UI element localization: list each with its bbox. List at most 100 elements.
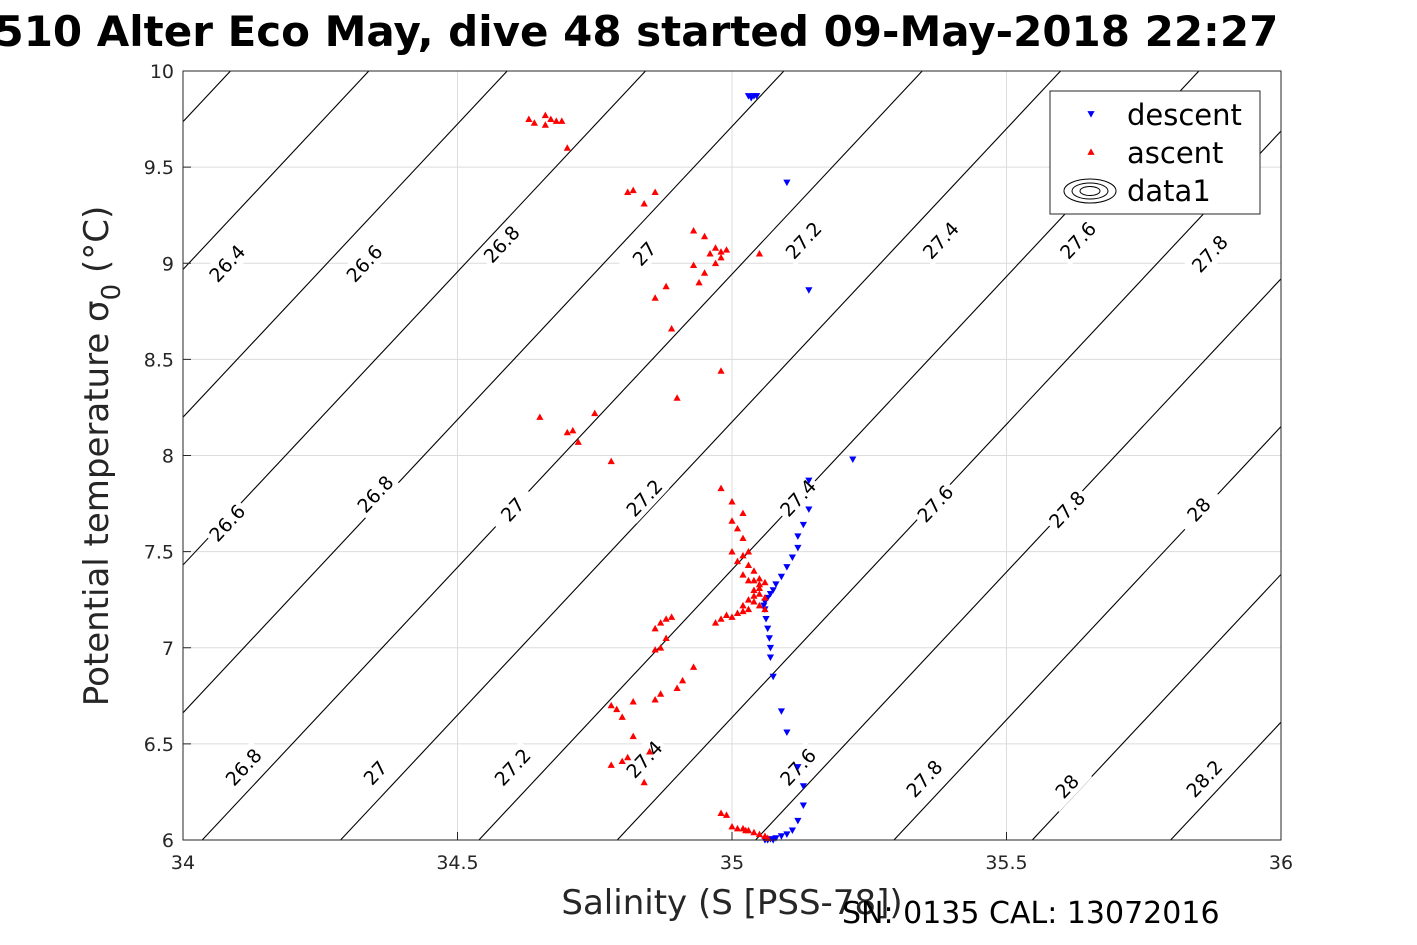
ascent-marker	[662, 615, 670, 622]
ascent-marker	[739, 607, 747, 615]
ascent-marker	[755, 580, 764, 588]
isopycnal-line	[1309, 71, 1417, 840]
axes: 34 34.5 35 35.5 36 6 6.5 7 7.5 8 8.5 9 9.5 10	[144, 61, 1293, 874]
ascent-marker	[673, 394, 681, 401]
legend-box	[1049, 90, 1261, 215]
ascent-marker	[640, 778, 648, 786]
descent-marker	[762, 616, 770, 623]
descent-marker	[799, 521, 807, 529]
descent-marker	[769, 673, 777, 681]
descent-marker	[783, 179, 791, 187]
ascent-marker	[739, 534, 747, 542]
contour-label-bg	[1052, 214, 1104, 266]
ascent-marker	[700, 269, 709, 276]
ascent-marker	[717, 615, 725, 622]
legend: descent ascent data1	[1049, 90, 1261, 215]
ascent-marker	[558, 117, 566, 124]
contour-label-bg	[487, 741, 538, 793]
ascent-marker	[668, 325, 676, 332]
ascent-marker	[530, 119, 538, 126]
ascent-marker	[563, 428, 571, 436]
contour-label-bg	[1041, 483, 1093, 536]
legend-contour-icon	[1063, 178, 1117, 204]
ascent-marker	[678, 676, 687, 684]
y-tick-label: 6.5	[144, 734, 174, 756]
ascent-marker	[761, 594, 769, 601]
contour-label-bg	[487, 483, 538, 536]
ascent-marker	[728, 498, 736, 505]
ascent-marker	[750, 586, 758, 593]
ascent-marker	[728, 517, 736, 524]
descent-marker	[794, 764, 802, 771]
ascent-marker	[651, 294, 659, 301]
contour-label-bg	[1178, 752, 1230, 805]
ascent-marker	[750, 828, 758, 836]
descent-marker	[766, 591, 775, 598]
isopycnal-line	[340, 71, 1061, 840]
ascent-marker	[629, 732, 637, 740]
ascent-marker	[662, 634, 670, 642]
ascent-marker	[722, 611, 731, 618]
ascent-marker	[618, 713, 626, 720]
ascent-marker	[711, 619, 720, 626]
ascent-marker	[651, 188, 659, 195]
ascent-marker	[706, 250, 714, 257]
descent-marker	[783, 729, 791, 736]
contour-label-bg	[476, 218, 527, 270]
y-tick-label: 7	[162, 638, 174, 660]
contour-label-bg	[349, 746, 401, 799]
x-tick-label: 35	[720, 852, 744, 874]
ascent-marker	[657, 644, 665, 651]
ascent-marker	[733, 824, 742, 832]
isopycnal-line	[183, 71, 508, 419]
ascent-marker	[629, 697, 637, 705]
contour-label: 27.8	[1041, 483, 1093, 536]
descent-marker	[783, 831, 791, 838]
isopycnal-line	[893, 425, 1281, 840]
ascent-marker	[673, 684, 681, 692]
ascent-marker	[569, 426, 577, 434]
ascent-marker	[755, 601, 764, 609]
descent-marker	[766, 644, 775, 652]
ascent-marker	[717, 484, 725, 492]
isopycnal-line	[183, 71, 785, 714]
ascent-marker	[689, 663, 698, 670]
ascent-marker	[541, 111, 549, 119]
legend-contour-icon	[1079, 186, 1101, 196]
contour-label-bg	[201, 237, 253, 289]
chart-title: G510 Alter Eco May, dive 48 started 09-M…	[0, 7, 1279, 56]
ascent-marker	[662, 282, 670, 290]
ascent-marker	[744, 576, 753, 584]
ascent-marker	[629, 186, 637, 194]
ascent-marker	[728, 548, 736, 555]
ascent-marker	[646, 747, 654, 755]
y-axis-label-group: Potential temperature σ0 (°C)	[77, 206, 127, 706]
descent-marker	[794, 817, 802, 825]
descent-marker	[777, 708, 786, 715]
descent-marker	[794, 544, 802, 552]
descent-marker	[764, 625, 772, 633]
descent-marker	[777, 833, 786, 840]
descent-marker	[777, 573, 786, 581]
contour-label: 27	[349, 746, 401, 799]
ascent-marker	[742, 826, 750, 834]
ascent-marker	[717, 367, 725, 374]
contour-label-bg	[772, 472, 824, 524]
x-tick-label: 34.5	[436, 852, 478, 874]
descent-marker	[799, 802, 807, 809]
ascent-marker	[739, 571, 747, 578]
ascent-marker	[755, 584, 764, 592]
descent-marker	[849, 456, 857, 463]
ascent-marker	[541, 121, 549, 128]
x-axis-label: Salinity (S [PSS-78])	[561, 883, 902, 923]
isopycnal-line	[183, 71, 646, 566]
contour-label-bg	[349, 468, 401, 520]
contour-labels: 26.4 26.6 26.8 27 27.2 27.4 27.6 27.826.626.8 27…	[201, 214, 1235, 812]
descent-marker	[788, 554, 796, 561]
ascent-marker	[750, 567, 758, 574]
ascent-marker	[750, 592, 758, 599]
ascent-marker	[717, 809, 725, 816]
legend-ascent-marker	[1087, 148, 1095, 155]
ascent-marker	[711, 259, 720, 267]
